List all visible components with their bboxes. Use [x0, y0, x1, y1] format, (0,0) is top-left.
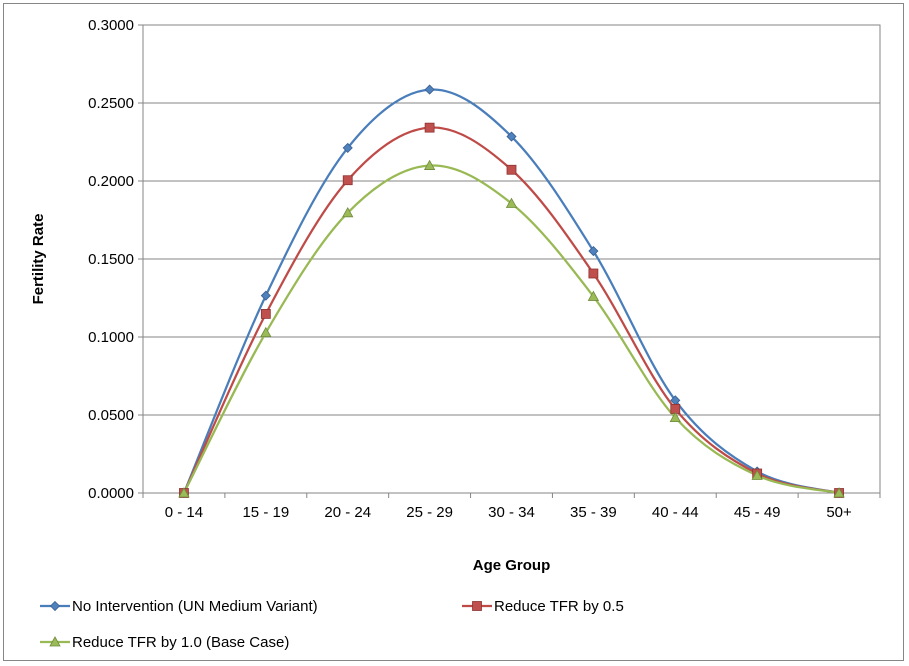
data-point	[587, 290, 600, 301]
legend-item: No Intervention (UN Medium Variant)	[40, 598, 318, 615]
x-tick-label: 40 - 44	[652, 504, 699, 521]
x-axis-title: Age Group	[473, 557, 551, 574]
y-tick-label: 0.0000	[88, 485, 134, 502]
y-tick-label: 0.1500	[88, 251, 134, 268]
y-tick-label: 0.1000	[88, 329, 134, 346]
series-3-points	[178, 159, 845, 498]
data-point	[178, 487, 190, 498]
data-point	[423, 159, 436, 170]
legend-item: Reduce TFR by 0.5	[462, 598, 624, 615]
data-point	[751, 469, 763, 480]
data-point	[342, 142, 353, 153]
x-axis-tick-labels: 0 - 14 15 - 19 20 - 24 25 - 29 30 - 34 35 - 3…	[165, 504, 852, 521]
data-point	[260, 309, 271, 319]
data-point	[588, 245, 599, 257]
legend-item: Reduce TFR by 1.0 (Base Case)	[40, 634, 289, 651]
legend: No Intervention (UN Medium Variant) Reduc…	[40, 598, 624, 651]
gridlines	[138, 24, 881, 498]
series-markers	[178, 84, 845, 499]
x-tick-label: 50+	[826, 504, 852, 521]
x-tick-label: 35 - 39	[570, 504, 617, 521]
y-axis-title: Fertility Rate	[30, 214, 47, 305]
legend-label: Reduce TFR by 1.0 (Base Case)	[72, 634, 289, 651]
x-tick-label: 20 - 24	[324, 504, 371, 521]
data-point	[506, 164, 517, 175]
legend-label: No Intervention (UN Medium Variant)	[72, 598, 318, 615]
series-line-1	[182, 88, 840, 495]
data-point	[505, 197, 518, 208]
legend-marker	[472, 601, 482, 611]
y-tick-label: 0.2000	[88, 173, 134, 190]
y-tick-label: 0.2500	[88, 95, 134, 112]
x-tick-label: 15 - 19	[242, 504, 289, 521]
y-axis-tick-labels: 0.0000 0.0500 0.1000 0.1500 0.2000 0.2500 0.30…	[88, 17, 134, 502]
data-point	[833, 487, 845, 498]
data-point	[342, 175, 353, 186]
x-tick-label: 45 - 49	[734, 504, 781, 521]
data-point	[260, 326, 272, 338]
x-tick-label: 25 - 29	[406, 504, 453, 521]
y-tick-label: 0.0500	[88, 407, 134, 424]
data-point	[424, 84, 435, 95]
x-tick-label: 30 - 34	[488, 504, 535, 521]
data-point	[588, 268, 599, 279]
legend-label: Reduce TFR by 0.5	[494, 598, 624, 615]
data-point	[260, 290, 271, 301]
data-point	[342, 207, 354, 218]
legend-marker	[49, 600, 61, 612]
legend-marker	[49, 636, 61, 647]
data-point	[424, 122, 435, 133]
data-point	[669, 411, 681, 423]
y-tick-label: 0.3000	[88, 17, 134, 34]
data-point	[506, 131, 517, 142]
x-tick-label: 0 - 14	[165, 504, 203, 521]
